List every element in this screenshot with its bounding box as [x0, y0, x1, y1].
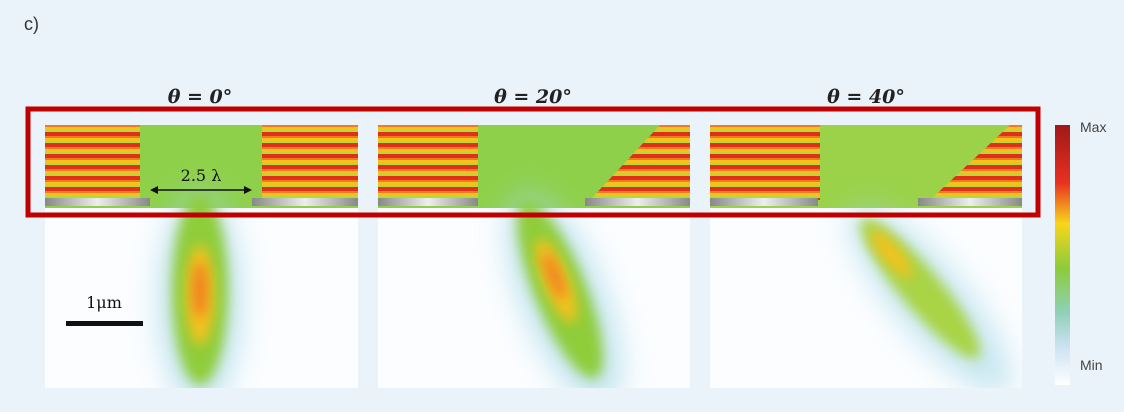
panel-title: θ = 0°: [168, 86, 233, 108]
scale-bar: [66, 321, 143, 326]
panel-label: c): [24, 14, 39, 34]
colorbar: [1055, 125, 1070, 385]
scale-label: 1μm: [86, 293, 122, 312]
field-map: [710, 125, 1035, 412]
width-label: 2.5 λ: [181, 166, 222, 185]
field-map: [378, 125, 690, 412]
colorbar-min: Min: [1080, 357, 1103, 373]
panel-title: θ = 20°: [494, 86, 572, 108]
colorbar-max: Max: [1080, 119, 1106, 135]
panel-title: θ = 40°: [827, 86, 905, 108]
figure: c) θ = 0° θ = 20° θ = 40°: [0, 0, 1124, 412]
